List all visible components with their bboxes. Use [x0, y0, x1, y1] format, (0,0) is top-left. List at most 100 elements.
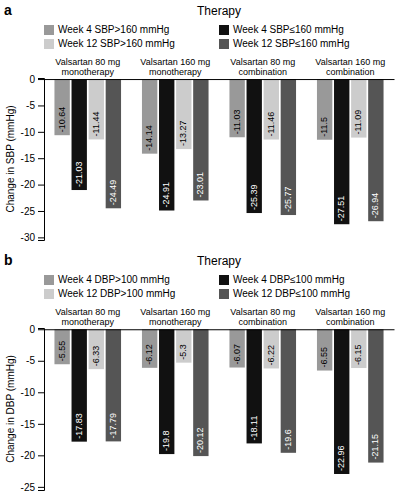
legend-swatch: [219, 275, 229, 285]
data-label: -26.94: [370, 193, 380, 219]
data-label: -25.39: [249, 185, 259, 211]
bar: [142, 79, 157, 154]
data-label: -21.03: [74, 161, 84, 187]
data-labels: -10.64-14.14-11.03-11.5-21.03-24.91-25.3…: [57, 107, 381, 222]
bar: [281, 329, 296, 453]
bar: [176, 79, 191, 149]
bar: [264, 329, 279, 368]
data-labels: -5.55-6.12-6.07-6.55-17.83-19.8-18.11-22…: [57, 341, 381, 471]
data-label: -17.79: [108, 413, 118, 439]
legend-label: Week 4 DBP≤100 mmHg: [233, 274, 344, 285]
legend-label: Week 12 DBP≤100 mmHg: [233, 288, 350, 299]
tick: 0: [29, 324, 44, 335]
legend-swatch: [44, 39, 54, 49]
bar: [106, 79, 121, 208]
bar: [193, 329, 208, 456]
legend-label: Week 12 DBP>100 mmHg: [58, 288, 175, 299]
legend-swatch: [219, 25, 229, 35]
data-label: -11.5: [319, 117, 329, 137]
tick-label-line: Valsartan 160 mg: [140, 57, 210, 67]
tick: -15: [21, 153, 44, 164]
tick: Valsartan 80 mgcombination: [230, 307, 295, 329]
tick-label-line: monotherapy: [61, 67, 114, 77]
data-label: -27.51: [336, 196, 346, 222]
figure: aTherapyWeek 4 SBP>160 mmHgWeek 4 SBP≤16…: [0, 0, 404, 500]
x-axis: Valsartan 80 mgmonotherapyValsartan 160 …: [45, 307, 395, 329]
data-label: -11.03: [232, 109, 242, 134]
tick: Valsartan 160 mgmonotherapy: [140, 57, 210, 79]
legend-swatch: [219, 39, 229, 49]
data-label: -24.49: [108, 180, 118, 206]
title: Therapy: [197, 254, 241, 268]
bar: [317, 79, 332, 140]
tick: 0: [29, 74, 44, 85]
series: [89, 329, 367, 369]
data-label: -11.44: [91, 112, 101, 137]
tick: -20: [21, 450, 44, 461]
plot: -10.64-14.14-11.03-11.5-21.03-24.91-25.3…: [21, 57, 395, 243]
legend-item: Week 12 DBP≤100 mmHg: [219, 288, 350, 299]
data-label: -14.14: [144, 125, 154, 151]
bar: [317, 329, 332, 370]
tick-mark: [38, 329, 44, 330]
panel-label: b: [4, 252, 13, 268]
tick-mark: [38, 237, 44, 238]
tick-label-line: Valsartan 160 mg: [140, 307, 210, 317]
series: [106, 329, 384, 462]
bar: [334, 79, 349, 224]
data-label: -6.07: [232, 344, 242, 365]
data-label: -6.15: [353, 345, 363, 366]
bar: [142, 329, 157, 368]
tick-label: -25: [21, 206, 36, 217]
data-label: -21.15: [370, 434, 380, 460]
data-label: -19.8: [161, 431, 171, 452]
tick-label: 0: [29, 324, 35, 335]
legend-label: Week 4 DBP>100 mmHg: [58, 274, 170, 285]
bar: [72, 79, 87, 190]
bar: [159, 79, 174, 210]
tick: -25: [21, 206, 44, 217]
tick: -5: [26, 100, 44, 111]
panel-label: a: [4, 2, 12, 18]
tick: Valsartan 160 mgmonotherapy: [140, 307, 210, 329]
tick-mark: [38, 158, 44, 159]
bar: [229, 329, 244, 367]
legend-item: Week 12 SBP>160 mmHg: [44, 38, 175, 49]
legend-item: Week 4 DBP≤100 mmHg: [219, 274, 344, 285]
bar: [54, 79, 69, 135]
series: [106, 79, 384, 221]
tick-label: Valsartan 160 mgmonotherapy: [140, 307, 210, 327]
tick-label-line: combination: [238, 317, 287, 327]
tick-mark: [38, 185, 44, 186]
y-axis-title: Change in SBP (mmHg): [5, 105, 16, 212]
tick-label-line: combination: [326, 67, 375, 77]
legend-item: Week 12 SBP≤160 mmHg: [219, 38, 349, 49]
tick-label: -30: [21, 232, 36, 243]
data-label: -20.12: [195, 428, 205, 454]
legend-swatch: [44, 289, 54, 299]
tick: -10: [21, 387, 44, 398]
tick-label-line: combination: [238, 67, 287, 77]
data-label: -11.46: [266, 112, 276, 137]
bar: [334, 329, 349, 474]
tick-mark: [38, 487, 44, 488]
data-label: -13.27: [178, 121, 188, 147]
tick-label-line: monotherapy: [61, 317, 114, 327]
tick-label: 0: [29, 74, 35, 85]
bar: [368, 329, 383, 462]
tick: Valsartan 160 mgcombination: [315, 307, 385, 329]
tick-mark: [38, 79, 44, 80]
bars: [54, 329, 383, 474]
legend-label: Week 12 SBP>160 mmHg: [58, 38, 175, 49]
data-label: -23.01: [195, 172, 205, 198]
tick-label: -5: [26, 100, 35, 111]
axis-line: [45, 79, 395, 80]
tick-label: -10: [21, 387, 36, 398]
series: [72, 329, 350, 474]
legend-label: Week 4 SBP>160 mmHg: [58, 24, 169, 35]
legend-swatch: [44, 25, 54, 35]
tick: Valsartan 80 mgmonotherapy: [55, 57, 120, 79]
data-label: -17.83: [74, 413, 84, 439]
series: [72, 79, 350, 224]
tick: -25: [21, 482, 44, 493]
